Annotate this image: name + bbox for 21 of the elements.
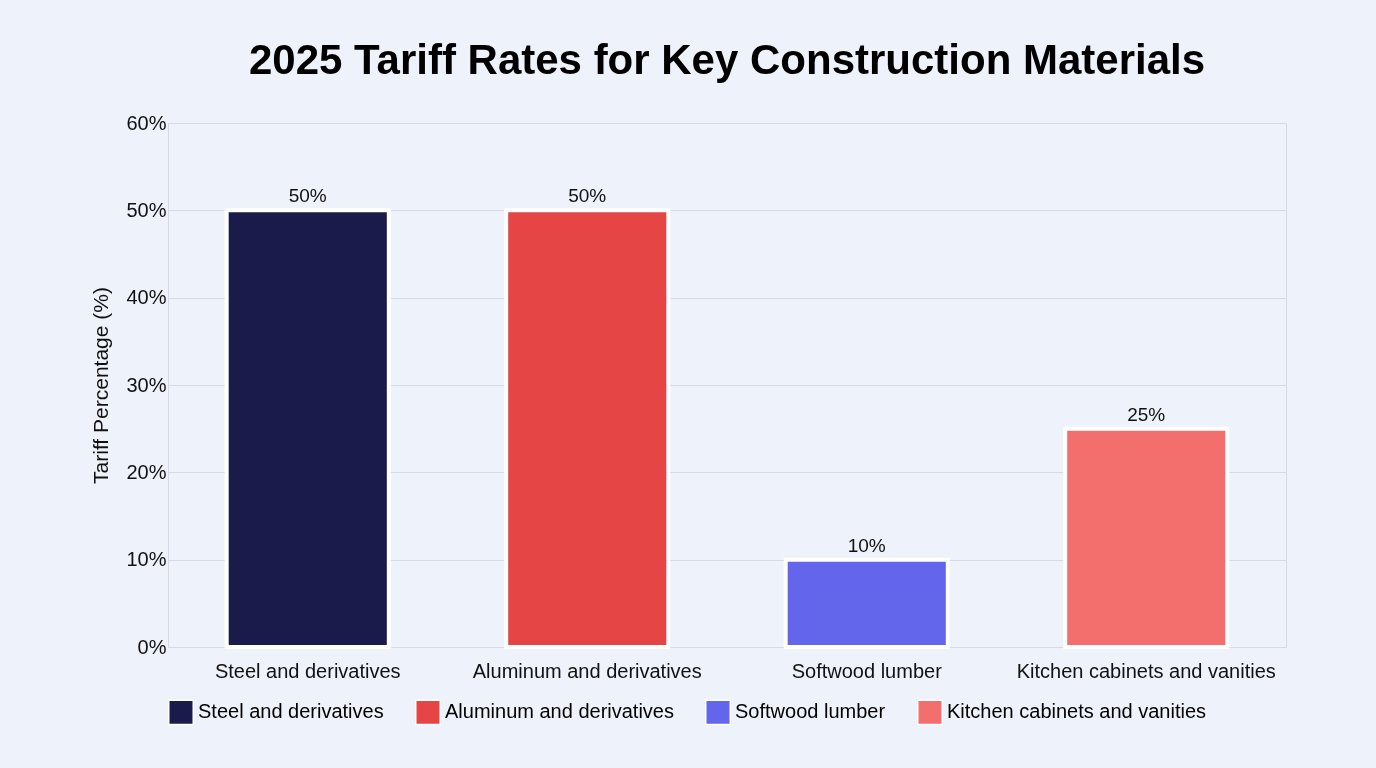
legend-label: Steel and derivatives — [198, 700, 384, 723]
y-tick-label: 10% — [126, 548, 167, 571]
legend-label: Softwood lumber — [735, 700, 886, 723]
y-tick-label: 60% — [126, 111, 167, 134]
x-tick-label: Aluminum and derivatives — [472, 659, 702, 682]
data-label: 25% — [1127, 403, 1166, 425]
y-tick-label: 40% — [126, 286, 167, 309]
x-tick-label: Kitchen cabinets and vanities — [1016, 659, 1276, 682]
data-label: 50% — [568, 185, 607, 207]
data-label: 10% — [847, 534, 886, 556]
x-tick-label: Steel and derivatives — [214, 659, 401, 682]
y-tick-label: 30% — [126, 373, 167, 396]
y-tick-label: 50% — [126, 198, 167, 221]
chart-title: 2025 Tariff Rates for Key Construction Materials — [248, 36, 1206, 83]
y-tick-label: 0% — [137, 635, 167, 658]
legend-label: Kitchen cabinets and vanities — [947, 700, 1207, 723]
x-tick-label: Softwood lumber — [791, 659, 943, 682]
y-axis-title: Tariff Percentage (%) — [89, 287, 113, 484]
data-label: 50% — [288, 185, 327, 207]
y-tick-label: 20% — [126, 460, 167, 483]
legend-label: Aluminum and derivatives — [445, 700, 674, 723]
